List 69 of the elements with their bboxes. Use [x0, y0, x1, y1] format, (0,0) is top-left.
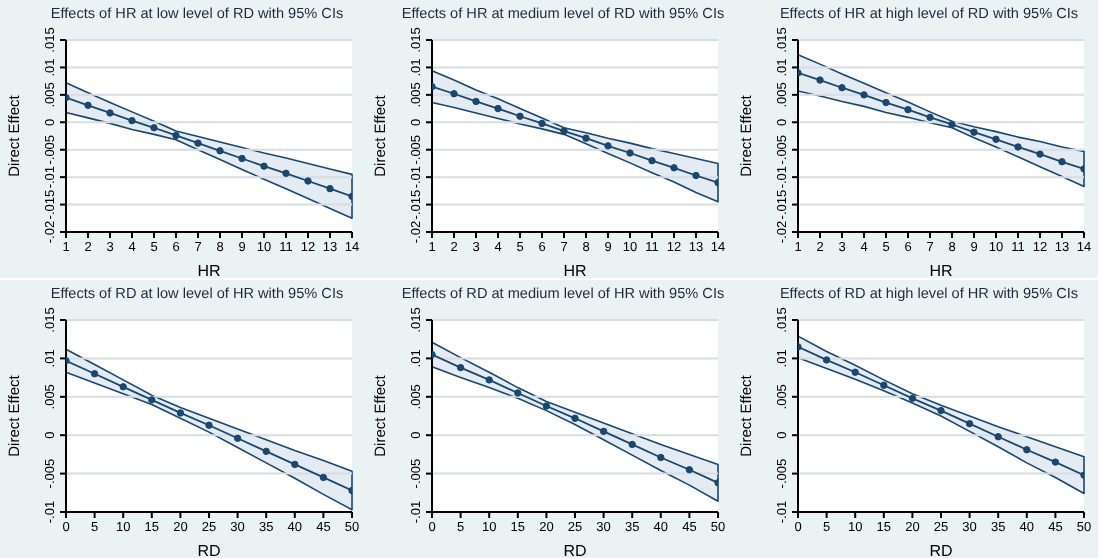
point	[948, 120, 956, 129]
point	[604, 142, 612, 150]
point	[838, 84, 846, 92]
point	[494, 104, 502, 113]
point	[692, 171, 700, 180]
point	[648, 156, 656, 165]
point	[216, 147, 224, 155]
point	[937, 406, 945, 415]
point	[304, 177, 312, 185]
x-axis-title: RD	[929, 542, 953, 558]
point	[1051, 458, 1060, 466]
point	[260, 162, 268, 170]
point	[119, 383, 127, 391]
point	[670, 164, 678, 172]
point	[571, 414, 579, 422]
point	[582, 134, 590, 142]
point	[970, 128, 978, 136]
point	[880, 381, 888, 389]
point	[233, 434, 242, 442]
x-axis-title: RD	[563, 542, 587, 558]
point	[262, 447, 270, 456]
point	[994, 433, 1002, 441]
point	[450, 90, 458, 98]
point	[965, 419, 974, 428]
point	[205, 421, 213, 429]
point	[851, 368, 859, 376]
point	[628, 440, 636, 449]
point	[319, 473, 328, 482]
point	[992, 135, 1000, 143]
point	[128, 116, 136, 125]
point	[657, 453, 665, 462]
point	[904, 105, 912, 114]
point	[1036, 150, 1044, 158]
point	[472, 97, 480, 106]
point	[1014, 143, 1022, 151]
point	[685, 466, 694, 474]
x-axis-title: HR	[929, 262, 953, 280]
point	[238, 154, 246, 163]
point	[538, 119, 546, 128]
point	[926, 113, 934, 122]
point	[542, 402, 551, 410]
point	[514, 389, 522, 397]
point	[90, 370, 99, 378]
point	[626, 149, 634, 157]
point	[599, 427, 608, 436]
point	[148, 396, 156, 404]
point	[485, 376, 493, 384]
point	[84, 101, 92, 109]
x-axis-title: HR	[563, 262, 587, 280]
point	[860, 91, 868, 99]
point	[816, 76, 824, 84]
point	[291, 460, 299, 469]
point	[176, 409, 185, 417]
point	[282, 169, 290, 177]
x-axis-title: RD	[197, 542, 221, 558]
point	[560, 127, 568, 135]
point	[516, 112, 524, 120]
point	[882, 98, 890, 107]
point	[1058, 158, 1066, 166]
point	[150, 124, 158, 132]
point	[908, 394, 917, 403]
point	[106, 109, 114, 117]
point	[172, 131, 180, 140]
point	[456, 363, 465, 372]
point	[822, 356, 831, 364]
x-axis-title: HR	[197, 262, 221, 280]
point	[194, 139, 202, 147]
point	[1023, 446, 1031, 454]
point	[326, 184, 334, 193]
